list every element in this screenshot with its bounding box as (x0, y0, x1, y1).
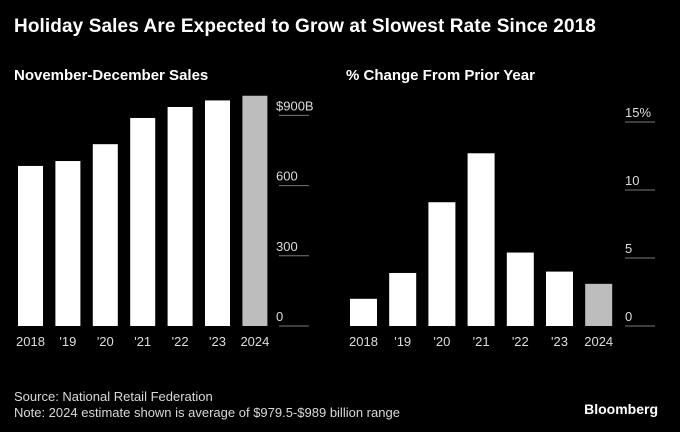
y-tick-label: $900B (276, 98, 314, 113)
bar-1 (389, 272, 417, 326)
x-tick-label: '22 (512, 334, 529, 349)
right-chart-title: % Change From Prior Year (346, 67, 535, 84)
x-tick-label: '19 (394, 334, 411, 349)
bar-2 (428, 202, 456, 326)
x-tick-label: 2018 (349, 334, 378, 349)
bar-4 (506, 252, 534, 326)
y-tick-label: 10 (625, 173, 639, 188)
bar-3 (130, 117, 156, 326)
bar-6 (585, 283, 613, 326)
y-tick-label: 0 (276, 309, 283, 324)
x-tick-label: 2024 (240, 334, 269, 349)
source-note: Source: National Retail Federation (14, 389, 213, 404)
left-chart-title: November-December Sales (14, 67, 209, 84)
bar-4 (167, 106, 193, 326)
bar-1 (55, 161, 81, 326)
x-tick-label: '22 (172, 334, 189, 349)
x-tick-label: 2018 (16, 334, 45, 349)
x-tick-label: '21 (473, 334, 490, 349)
bar-0 (18, 165, 43, 326)
bar-0 (350, 298, 377, 326)
bloomberg-logo: Bloomberg (584, 401, 658, 417)
y-tick-label: 600 (276, 169, 298, 184)
x-tick-label: '23 (551, 334, 568, 349)
x-tick-label: '20 (433, 334, 450, 349)
y-tick-label: 5 (625, 241, 632, 256)
y-tick-label: 15% (625, 105, 651, 120)
x-tick-label: '19 (59, 334, 76, 349)
chart-title: Holiday Sales Are Expected to Grow at Sl… (14, 16, 596, 37)
estimate-note: Note: 2024 estimate shown is average of … (14, 405, 400, 420)
bar-5 (546, 271, 573, 326)
x-tick-label: '23 (209, 334, 226, 349)
bar-5 (205, 100, 230, 326)
x-tick-label: '20 (97, 334, 114, 349)
y-tick-label: 0 (625, 309, 632, 324)
y-tick-label: 300 (276, 239, 298, 254)
x-tick-label: '21 (134, 334, 151, 349)
x-tick-label: 2024 (584, 334, 613, 349)
bar-3 (467, 153, 495, 326)
bar-2 (92, 144, 118, 326)
bar-6 (242, 95, 268, 326)
